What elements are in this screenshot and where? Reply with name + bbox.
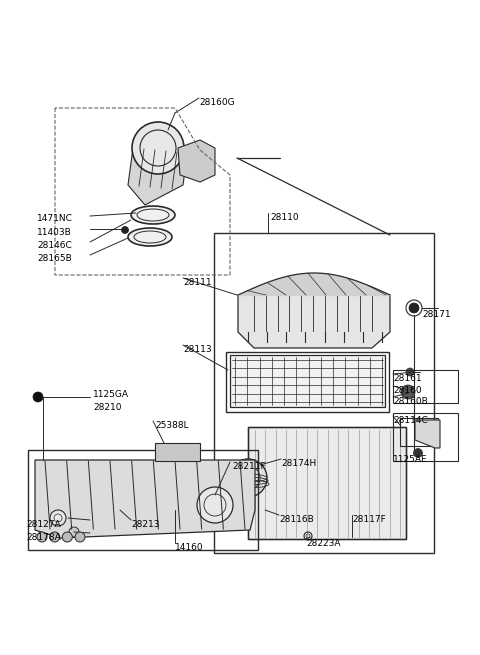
Polygon shape <box>128 138 188 205</box>
Text: 28127A: 28127A <box>26 520 60 529</box>
Circle shape <box>401 385 415 399</box>
Text: 28160G: 28160G <box>199 98 235 107</box>
Text: 28160: 28160 <box>393 386 421 395</box>
Text: 28161: 28161 <box>393 374 421 383</box>
Circle shape <box>413 449 422 457</box>
Text: 28117F: 28117F <box>352 515 386 524</box>
Polygon shape <box>178 140 215 182</box>
Circle shape <box>75 532 85 542</box>
Text: 28110: 28110 <box>270 213 299 222</box>
Circle shape <box>33 392 43 402</box>
Text: 28178A: 28178A <box>26 533 61 542</box>
Circle shape <box>62 532 72 542</box>
Circle shape <box>49 532 60 542</box>
Text: 28223A: 28223A <box>306 539 340 548</box>
Polygon shape <box>35 460 255 538</box>
Bar <box>155 443 200 461</box>
Bar <box>248 427 406 539</box>
Polygon shape <box>238 295 390 348</box>
Text: 1125AE: 1125AE <box>393 455 428 464</box>
Bar <box>393 370 458 403</box>
Text: 28111: 28111 <box>183 278 212 287</box>
Ellipse shape <box>131 206 175 224</box>
Bar <box>248 427 406 539</box>
Circle shape <box>121 227 129 233</box>
Text: 28210: 28210 <box>93 403 121 412</box>
Text: 28113: 28113 <box>183 345 212 354</box>
Text: 11403B: 11403B <box>37 228 72 237</box>
Text: 28174H: 28174H <box>281 459 316 468</box>
Ellipse shape <box>132 122 184 174</box>
Text: 28116B: 28116B <box>279 515 314 524</box>
Text: 28213: 28213 <box>131 520 159 529</box>
Bar <box>226 352 389 412</box>
Ellipse shape <box>197 487 233 523</box>
Text: 25388L: 25388L <box>155 421 189 430</box>
Circle shape <box>69 527 79 537</box>
Ellipse shape <box>128 228 172 246</box>
Bar <box>400 418 438 446</box>
Text: 28165B: 28165B <box>37 254 72 263</box>
Text: 28171: 28171 <box>422 310 451 319</box>
Text: 28211F: 28211F <box>232 462 265 471</box>
Bar <box>214 233 434 553</box>
Text: 1471NC: 1471NC <box>37 214 73 223</box>
Text: 28146C: 28146C <box>37 241 72 250</box>
Circle shape <box>37 532 47 542</box>
Polygon shape <box>415 420 440 448</box>
Text: 1125GA: 1125GA <box>93 390 129 399</box>
Circle shape <box>50 510 66 526</box>
Circle shape <box>406 368 414 376</box>
Bar <box>28 450 258 550</box>
Text: 14160: 14160 <box>175 543 204 552</box>
Text: 28160B: 28160B <box>393 397 428 406</box>
Circle shape <box>409 303 419 313</box>
Bar <box>230 355 385 407</box>
Bar <box>393 413 458 461</box>
Text: 28114C: 28114C <box>393 416 428 425</box>
Ellipse shape <box>229 459 267 497</box>
